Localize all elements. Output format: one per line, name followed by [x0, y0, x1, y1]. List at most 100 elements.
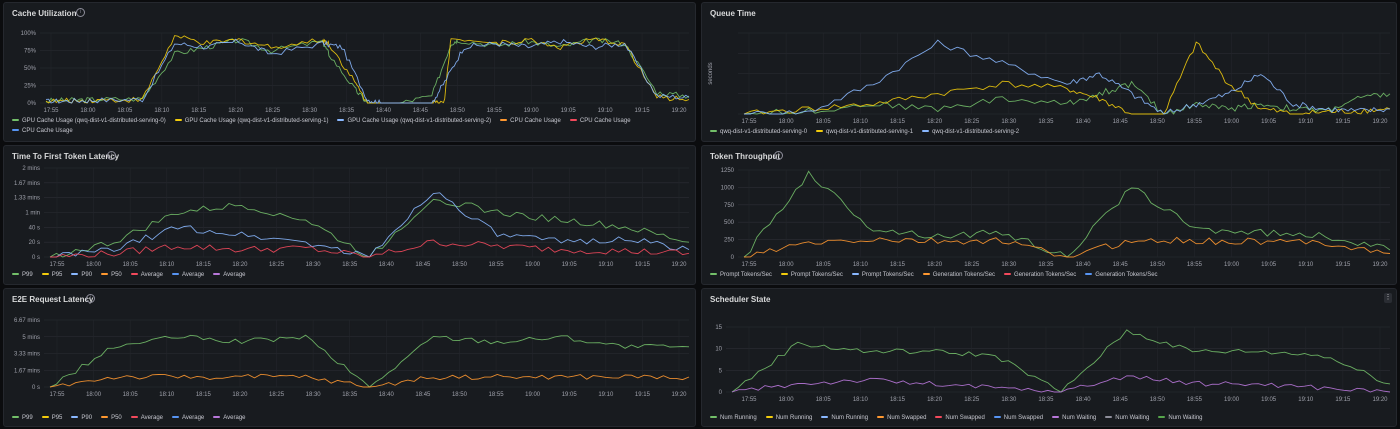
legend-item[interactable]: Num Waiting — [1105, 413, 1149, 423]
legend-label: P95 — [51, 415, 63, 421]
legend-item[interactable]: P50 — [101, 413, 122, 423]
panel-title: Scheduler State — [710, 295, 771, 304]
legend-item[interactable]: Average — [130, 413, 163, 423]
x-tick-label: 18:15 — [191, 108, 207, 114]
legend-item[interactable]: P95 — [41, 270, 62, 280]
legend-label: P99 — [22, 272, 33, 278]
x-tick-label: 18:40 — [1076, 119, 1092, 125]
legend-item[interactable]: qwq-dist-v1-distributed-serving-0 — [710, 127, 807, 137]
legend-swatch — [1004, 273, 1012, 276]
legend-item[interactable]: Average — [172, 270, 204, 280]
legend-swatch — [1052, 416, 1060, 419]
x-tick-label: 18:35 — [342, 392, 358, 398]
legend-item[interactable]: CPU Cache Usage — [569, 116, 631, 126]
x-tick-label: 18:25 — [269, 262, 285, 268]
x-tick-label: 18:10 — [159, 392, 175, 398]
legend-swatch — [71, 416, 79, 419]
series-line — [50, 239, 690, 258]
legend-item[interactable]: Prompt Tokens/Sec — [710, 270, 772, 280]
x-tick-label: 18:45 — [415, 392, 431, 398]
legend-swatch — [821, 416, 829, 419]
legend-item[interactable]: Generation Tokens/Sec — [1085, 270, 1158, 280]
legend-item[interactable]: Generation Tokens/Sec — [922, 270, 996, 280]
legend-item[interactable]: Average — [172, 413, 204, 423]
x-tick-label: 18:30 — [1001, 119, 1017, 125]
legend-item[interactable]: CPU Cache Usage — [500, 116, 561, 126]
panel-scheduler-state[interactable]: Scheduler State ⋮ 15 10 5 0 17:55 18:00 18:05 1… — [701, 288, 1397, 427]
legend-item[interactable]: P90 — [71, 413, 92, 423]
x-tick-label: 19:10 — [1298, 397, 1314, 403]
panel-ttft[interactable]: Time To First Token Latency i 2 mins 1.67… — [3, 145, 696, 285]
legend-item[interactable]: Num Swapped — [877, 413, 926, 423]
legend-label: Average — [140, 415, 163, 421]
legend-item[interactable]: GPU Cache Usage (qwq-dist-v1-distributed… — [337, 116, 491, 126]
legend-item[interactable]: P50 — [101, 270, 122, 280]
y-axis-label: seconds — [708, 62, 714, 84]
legend-item[interactable]: qwq-dist-v1-distributed-serving-1 — [816, 127, 913, 137]
legend-item[interactable]: Average — [130, 270, 163, 280]
x-tick-label: 18:20 — [232, 392, 248, 398]
x-tick-label: 18:50 — [1150, 119, 1166, 125]
legend-item[interactable]: Num Waiting — [1158, 413, 1203, 423]
legend-swatch — [172, 273, 179, 276]
panel-queue-time[interactable]: Queue Time seconds 17:55 18:00 18:05 18:10 18… — [701, 2, 1397, 142]
panel-e2e-latency[interactable]: E2E Request Latency i 6.67 mins 5 mins 3.3… — [3, 288, 696, 427]
y-tick-label: 250 — [724, 238, 735, 244]
legend-throughput: Prompt Tokens/Sec Prompt Tokens/Sec Prompt… — [710, 270, 1390, 280]
legend-label: Generation Tokens/Sec — [932, 272, 996, 278]
info-icon[interactable]: i — [107, 151, 116, 160]
info-icon[interactable]: i — [86, 294, 95, 303]
panel-title: Cache Utilization — [12, 9, 77, 18]
legend-item[interactable]: CPU Cache Usage — [12, 126, 73, 136]
x-tick-label: 18:10 — [853, 397, 869, 403]
x-tick-label: 18:00 — [86, 262, 102, 268]
legend-label: Num Swapped — [1003, 415, 1044, 421]
legend-item[interactable]: GPU Cache Usage (qwq-dist-v1-distributed… — [174, 116, 329, 126]
y-tick-label: 50% — [24, 66, 37, 72]
legend-item[interactable]: GPU Cache Usage (qwq-dist-v1-distributed… — [12, 116, 166, 126]
legend-label: Generation Tokens/Sec — [1095, 272, 1158, 278]
legend-item[interactable]: P99 — [12, 270, 33, 280]
x-tick-label: 18:20 — [232, 262, 248, 268]
legend-item[interactable]: Num Waiting — [1052, 413, 1096, 423]
legend-item[interactable]: Num Running — [765, 413, 812, 423]
legend-item[interactable]: Num Running — [710, 413, 757, 423]
legend-item[interactable]: P99 — [12, 413, 33, 423]
legend-item[interactable]: Num Running — [821, 413, 868, 423]
legend-item[interactable]: Average — [213, 270, 246, 280]
x-tick-label: 18:40 — [379, 262, 395, 268]
panel-token-throughput[interactable]: Token Throughput i 1250 1000 750 500 250 0 17:… — [701, 145, 1397, 285]
legend-item[interactable]: Prompt Tokens/Sec — [780, 270, 843, 280]
legend-label: Num Running — [831, 415, 869, 421]
x-tick-label: 18:05 — [816, 119, 832, 125]
legend-item[interactable]: Num Swapped — [935, 413, 985, 423]
legend-item[interactable]: qwq-dist-v1-distributed-serving-2 — [922, 127, 1019, 137]
legend-label: CPU Cache Usage — [510, 118, 561, 124]
legend-item[interactable]: Average — [213, 413, 246, 423]
chart-ttft: 2 mins 1.67 mins 1.33 mins 1 min 40 s 20 s 0 s… — [14, 166, 690, 268]
series-line — [743, 236, 1391, 258]
legend-item[interactable]: P90 — [71, 270, 92, 280]
info-icon[interactable]: i — [76, 8, 85, 17]
legend-item[interactable]: P95 — [41, 413, 63, 423]
y-tick-label: 0 — [731, 255, 735, 261]
panel-menu-icon[interactable]: ⋮ — [1384, 293, 1392, 303]
legend-swatch — [922, 273, 930, 276]
y-tick-label: 0 s — [32, 385, 40, 391]
legend-label: GPU Cache Usage (qwq-dist-v1-distributed… — [184, 118, 329, 124]
y-tick-label: 750 — [724, 203, 735, 209]
x-tick-label: 19:20 — [671, 108, 687, 114]
panel-cache-utilization[interactable]: Cache Utilization i 100% 75% 50% 25% 0% 17:55… — [3, 2, 696, 142]
x-tick-label: 18:30 — [1001, 262, 1017, 268]
legend-item[interactable]: Prompt Tokens/Sec — [851, 270, 914, 280]
legend-item[interactable]: Num Swapped — [993, 413, 1044, 423]
legend-swatch — [1158, 416, 1166, 419]
x-tick-label: 18:00 — [779, 119, 795, 125]
x-tick-label: 17:55 — [741, 119, 757, 125]
panel-title: Token Throughput — [710, 152, 781, 161]
legend-item[interactable]: Generation Tokens/Sec — [1004, 270, 1076, 280]
x-tick-label: 19:20 — [1372, 119, 1388, 125]
info-icon[interactable]: i — [774, 151, 783, 160]
legend-label: Average — [182, 272, 205, 278]
x-tick-label: 18:10 — [853, 262, 869, 268]
